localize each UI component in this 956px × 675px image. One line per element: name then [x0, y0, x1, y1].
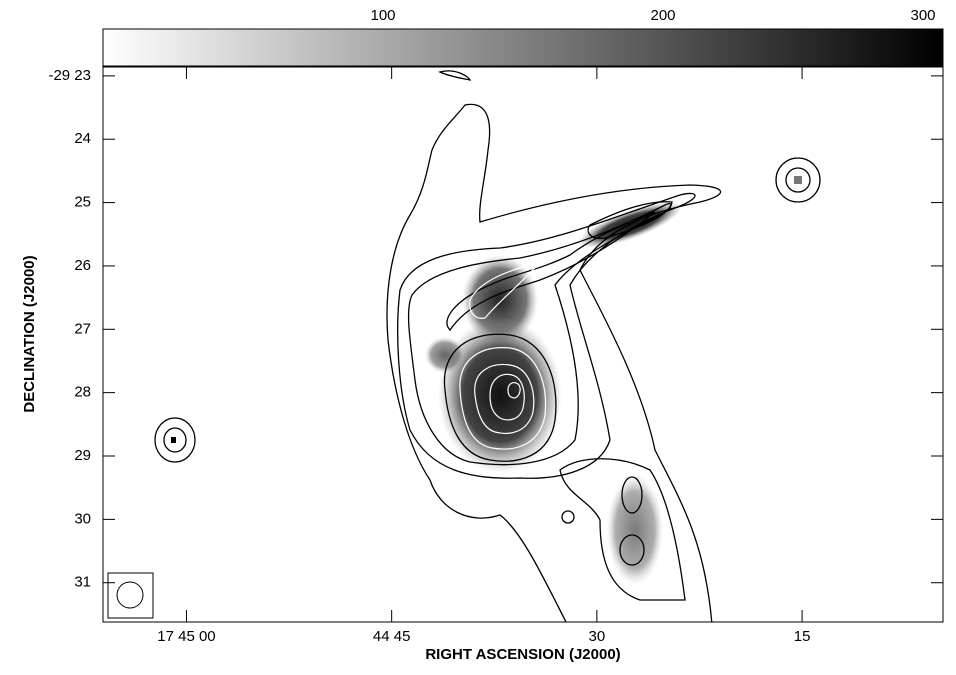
colorbar-tick-label: 300: [910, 7, 935, 24]
colorbar: [102, 28, 944, 67]
y-tick-label: 24: [74, 130, 91, 147]
y-tick-label: 28: [74, 384, 91, 401]
y-tick-label: 29: [74, 447, 91, 464]
y-axis-label: DECLINATION (J2000): [21, 255, 38, 412]
x-axis-label: RIGHT ASCENSION (J2000): [425, 646, 620, 663]
colorbar-tick-label: 200: [650, 7, 675, 24]
y-tick-label: 26: [74, 257, 91, 274]
colorbar-tick-label: 100: [370, 7, 395, 24]
x-tick-label: 15: [794, 628, 811, 645]
y-tick-label: -29 23: [48, 67, 91, 84]
x-tick-label: 17 45 00: [157, 628, 215, 645]
y-tick-label: 30: [74, 510, 91, 527]
beam-box: [107, 572, 154, 619]
y-tick-label: 31: [74, 574, 91, 591]
image: [154, 70, 821, 622]
y-tick-label: 27: [74, 320, 91, 337]
plot-frame: [102, 66, 944, 623]
beam: [116, 581, 144, 609]
x-tick-label: 44 45: [373, 628, 411, 645]
x-tick-label: 30: [589, 628, 606, 645]
y-tick-label: 25: [74, 194, 91, 211]
